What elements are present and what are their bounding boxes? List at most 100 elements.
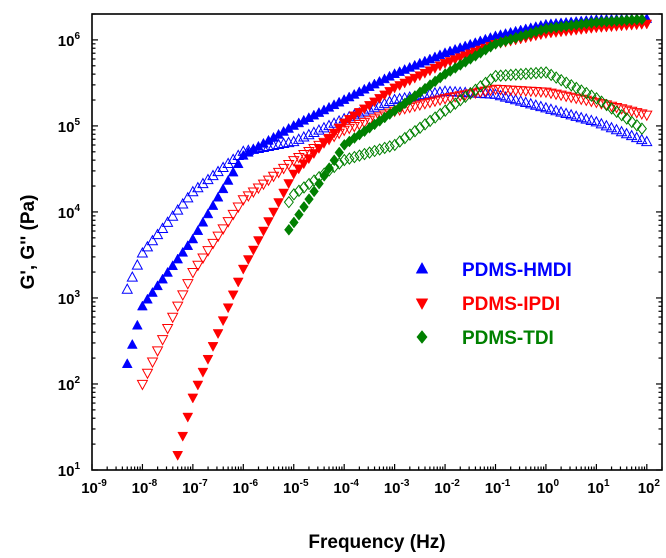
data-point: [394, 135, 405, 148]
data-point: [525, 86, 537, 98]
data-point: [232, 149, 245, 160]
data-point: [161, 323, 174, 335]
data-point: [479, 86, 492, 98]
data-point: [237, 264, 249, 275]
data-point: [429, 96, 441, 108]
x-tick-label: 10-2: [434, 478, 460, 497]
data-point: [635, 109, 648, 120]
data-point: [475, 80, 486, 93]
x-tick-label: 10-7: [182, 478, 208, 497]
data-point: [328, 131, 340, 143]
legend-label: PDMS-IPDI: [462, 294, 560, 315]
data-point: [600, 119, 613, 131]
data-point: [314, 170, 325, 184]
data-point: [445, 100, 456, 114]
data-point: [383, 95, 396, 107]
data-point: [309, 185, 319, 198]
data-point: [620, 127, 633, 139]
x-tick-label: 10-5: [283, 478, 309, 497]
data-point: [420, 118, 431, 131]
data-point: [515, 67, 526, 81]
data-point: [470, 83, 481, 97]
data-point: [565, 108, 577, 120]
data-point: [469, 88, 482, 100]
data-point: [409, 101, 421, 113]
data-point: [222, 157, 234, 169]
data-point: [384, 87, 395, 97]
data-point: [363, 101, 375, 111]
x-axis-title: Frequency (Hz): [308, 532, 445, 553]
data-point: [338, 118, 350, 129]
data-point: [561, 76, 572, 90]
data-point: [177, 246, 189, 257]
data-point: [595, 117, 608, 129]
data-point: [425, 114, 436, 128]
data-point: [454, 91, 466, 102]
data-points: [121, 12, 653, 461]
data-point: [439, 94, 451, 105]
y-tick-label: 103: [58, 289, 81, 308]
data-point: [166, 312, 179, 324]
data-point: [202, 173, 214, 185]
data-point: [484, 85, 497, 97]
y-tick-label: 105: [58, 117, 81, 136]
data-point: [600, 100, 613, 112]
data-point: [620, 105, 633, 117]
data-point: [616, 108, 627, 122]
data-point: [212, 329, 224, 340]
data-point: [510, 68, 521, 81]
data-point: [309, 174, 320, 187]
data-point: [146, 357, 159, 369]
series-pdms-hmdi-storage: [121, 12, 653, 368]
data-point: [545, 103, 557, 114]
data-point: [142, 293, 153, 304]
data-point: [222, 217, 234, 228]
data-point: [278, 188, 289, 199]
data-point: [358, 104, 370, 115]
data-point: [187, 267, 199, 279]
data-point: [363, 116, 376, 127]
data-point: [404, 128, 415, 141]
data-point: [601, 98, 612, 112]
data-point: [631, 119, 642, 132]
data-point: [571, 81, 582, 95]
data-point: [450, 97, 461, 111]
data-point: [303, 154, 315, 165]
data-point: [369, 97, 380, 108]
data-point: [121, 358, 133, 368]
data-point: [551, 71, 562, 84]
data-point: [419, 99, 431, 110]
data-point: [298, 181, 310, 194]
data-point: [141, 368, 154, 380]
data-point: [637, 13, 647, 26]
data-point: [581, 86, 592, 100]
data-point: [287, 156, 300, 167]
data-point: [530, 66, 542, 80]
data-point: [434, 95, 446, 106]
data-point: [217, 183, 229, 194]
data-point: [626, 115, 637, 129]
data-point: [399, 131, 410, 145]
x-tick-label: 102: [638, 478, 661, 497]
data-point: [509, 93, 522, 105]
legend-marker: [416, 330, 428, 344]
data-point: [207, 342, 219, 352]
data-point: [192, 225, 204, 235]
data-point: [344, 152, 355, 165]
data-point: [329, 154, 339, 167]
data-point: [176, 290, 189, 301]
axis-ticks: [91, 13, 663, 471]
data-point: [615, 125, 628, 137]
data-point: [303, 146, 315, 158]
data-point: [328, 117, 340, 128]
data-point: [586, 89, 597, 102]
data-point: [151, 228, 164, 240]
x-tick-label: 101: [587, 478, 610, 497]
data-point: [374, 94, 385, 104]
data-point: [635, 133, 648, 145]
data-point: [430, 111, 441, 124]
data-point: [171, 301, 184, 313]
data-point: [187, 393, 199, 404]
data-point: [535, 87, 547, 98]
